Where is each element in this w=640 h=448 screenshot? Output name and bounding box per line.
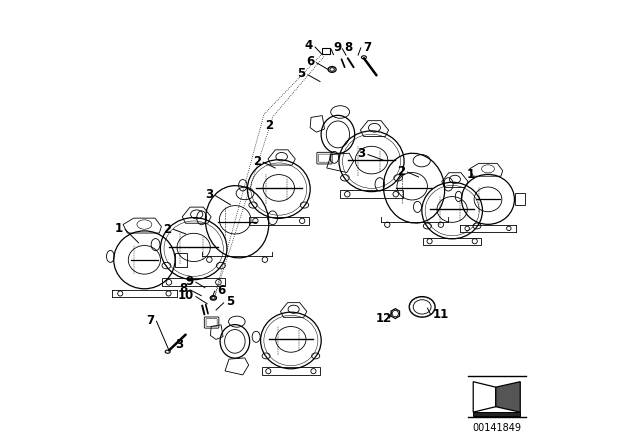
Text: 00141849: 00141849: [472, 423, 522, 433]
Text: 1: 1: [115, 222, 123, 235]
Text: 2: 2: [163, 223, 172, 236]
Bar: [340, 190, 403, 198]
Text: 3: 3: [175, 337, 184, 351]
Text: 7: 7: [363, 40, 371, 54]
Text: 3: 3: [205, 188, 213, 202]
Text: 8: 8: [345, 41, 353, 55]
Text: 11: 11: [433, 308, 449, 321]
Bar: [249, 217, 308, 224]
Text: 2: 2: [253, 155, 261, 168]
Bar: [423, 237, 481, 245]
Text: 5: 5: [298, 67, 306, 81]
Polygon shape: [496, 382, 520, 412]
Text: 8: 8: [180, 282, 188, 296]
Text: 4: 4: [305, 39, 313, 52]
Bar: [262, 367, 320, 375]
Bar: [473, 412, 520, 416]
Text: 3: 3: [358, 146, 365, 160]
Text: 2: 2: [397, 164, 405, 178]
Text: 10: 10: [177, 289, 194, 302]
Text: 1: 1: [467, 168, 475, 181]
Text: 7: 7: [146, 314, 154, 327]
Text: 6: 6: [306, 55, 314, 69]
Text: 5: 5: [226, 295, 234, 309]
Text: 9: 9: [186, 275, 194, 288]
Text: 12: 12: [376, 311, 392, 325]
Text: 9: 9: [333, 41, 342, 55]
Text: 6: 6: [217, 284, 225, 297]
Bar: [323, 48, 330, 54]
Text: 2: 2: [266, 119, 273, 132]
Bar: [162, 278, 225, 286]
